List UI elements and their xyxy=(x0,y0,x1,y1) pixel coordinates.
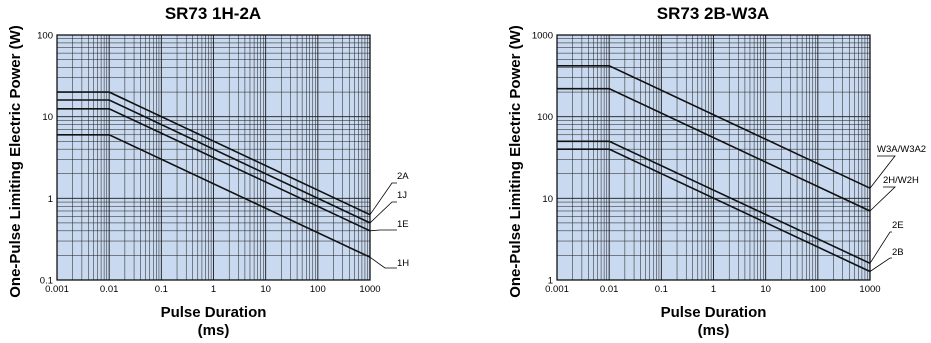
x-tick-label: 1 xyxy=(711,284,716,295)
series-line-1h xyxy=(57,134,371,258)
x-tick-label: 0.001 xyxy=(45,284,69,295)
series-label-2a: 2A xyxy=(397,171,409,182)
x-axis-label: Pulse Duration xyxy=(661,304,767,321)
x-axis-unit: (ms) xyxy=(698,322,730,339)
series-leader-2a xyxy=(369,182,397,215)
plot-border xyxy=(56,34,371,281)
y-tick-label: 10 xyxy=(542,194,553,205)
x-tick-label: 0.01 xyxy=(600,284,619,295)
y-tick-label: 100 xyxy=(37,31,53,42)
series-leader-2e xyxy=(869,231,892,264)
series-line-1j xyxy=(57,99,371,224)
grid xyxy=(56,35,370,281)
series-leader-w3a-w3a2 xyxy=(869,155,896,189)
chart-sr73-2b-w3a: SR73 2B-W3A 0.001 0.01 0.1 1 10 100 1000 1 10 100 1… xyxy=(507,4,926,339)
series-label-1e: 1E xyxy=(397,219,409,230)
chart-sr73-1h-2a: SR73 1H-2A 0.001 0.01 0.1 1 10 100 1000 0.1 1 10 10… xyxy=(7,4,409,339)
series-leader-1h xyxy=(369,256,397,269)
x-tick-label: 1 xyxy=(211,284,216,295)
y-tick-label: 10 xyxy=(42,112,53,123)
series-line-w3a-w3a2 xyxy=(557,65,871,189)
series-leader-2b xyxy=(869,257,892,272)
chart-title: SR73 1H-2A xyxy=(165,4,261,23)
series-line-2h-w2h xyxy=(557,87,871,212)
series-label-w3a-w3a2: W3A/W3A2 xyxy=(877,144,926,155)
x-axis-label: Pulse Duration xyxy=(161,304,267,321)
series-line-2b xyxy=(557,148,871,273)
series-leader-1e xyxy=(369,229,397,232)
x-axis-unit: (ms) xyxy=(198,322,230,339)
chart-title: SR73 2B-W3A xyxy=(657,4,769,23)
series-leader-1j xyxy=(369,201,397,224)
x-tick-label: 10 xyxy=(760,284,771,295)
series-label-2b: 2B xyxy=(892,247,904,258)
series-line-1e xyxy=(57,108,371,232)
series-leader-2h-w2h xyxy=(869,186,896,212)
x-tick-label: 100 xyxy=(810,284,826,295)
x-tick-label: 1000 xyxy=(859,284,880,295)
series-label-2e: 2E xyxy=(892,220,904,231)
x-tick-label: 1000 xyxy=(359,284,380,295)
y-tick-label: 1 xyxy=(48,194,53,205)
x-tick-label: 0.1 xyxy=(155,284,168,295)
x-tick-label: 0.1 xyxy=(655,284,668,295)
y-axis-label: One-Pulse Limiting Electric Power (W) xyxy=(7,25,24,298)
series-label-1h: 1H xyxy=(397,258,409,269)
series-label-1j: 1J xyxy=(397,190,407,201)
x-tick-label: 0.001 xyxy=(545,284,569,295)
plot-border xyxy=(556,34,871,281)
y-tick-label: 0.1 xyxy=(40,276,53,287)
y-tick-label: 1 xyxy=(548,276,553,287)
y-tick-label: 1000 xyxy=(532,31,553,42)
x-tick-label: 100 xyxy=(310,284,326,295)
series-line-2a xyxy=(57,91,371,216)
x-tick-label: 0.01 xyxy=(100,284,119,295)
series-line-2e xyxy=(557,140,871,265)
y-tick-label: 100 xyxy=(537,112,553,123)
x-tick-label: 10 xyxy=(260,284,271,295)
y-axis-label: One-Pulse Limiting Electric Power (W) xyxy=(507,25,524,298)
series-label-2h-w2h: 2H/W2H xyxy=(883,175,919,186)
